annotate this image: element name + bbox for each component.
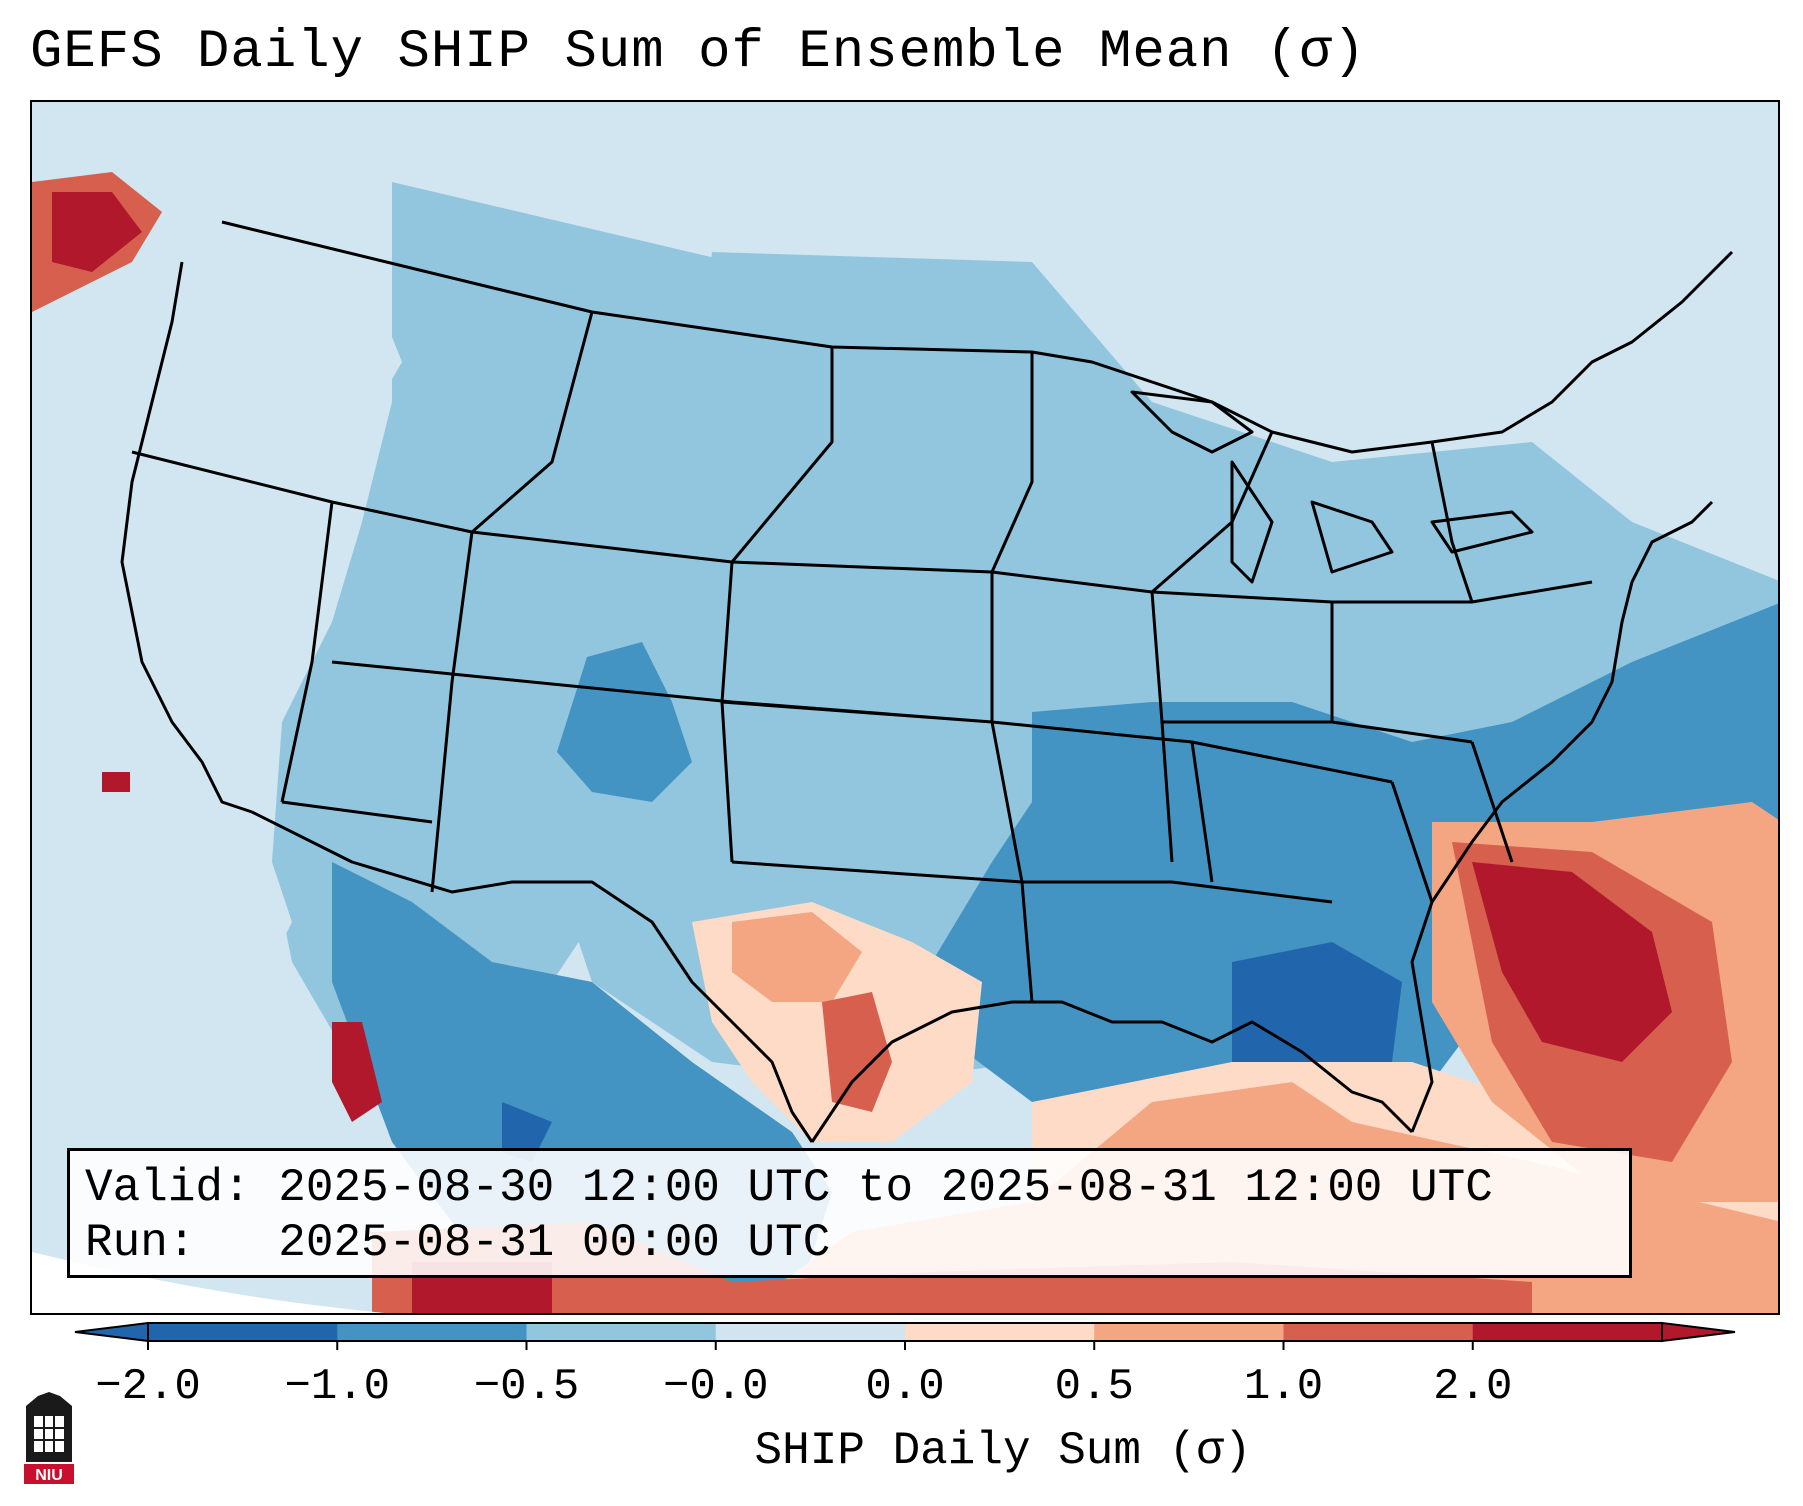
field-red-pacific-spot (102, 772, 130, 792)
field-blue-mexico-dark (502, 1102, 552, 1162)
outside-domain (32, 1252, 386, 1313)
colorbar-tick-label: −0.5 (473, 1362, 580, 1412)
colorbar-tick-label: −2.0 (95, 1362, 201, 1412)
colorbar-tick-label: 1.0 (1243, 1362, 1324, 1412)
field-red-baja (332, 1022, 382, 1122)
colorbar-tick-label: 0.0 (865, 1362, 945, 1412)
coastline-gulf (810, 1000, 1414, 1143)
colorbar-bin-2 (337, 1323, 527, 1341)
field-red-pacific (52, 192, 142, 272)
logo-banner (24, 1464, 74, 1484)
colorbar-extend-low (74, 1321, 149, 1343)
colorbar-tick-label: −0.0 (662, 1362, 769, 1412)
border-mexico-us (251, 810, 814, 1143)
colorbar-tick-label: 0.5 (1054, 1362, 1134, 1412)
colorbar (74, 1321, 1736, 1350)
colorbar-bin-6 (1094, 1323, 1284, 1341)
niu-logo: NIU (24, 1392, 74, 1484)
field-crimson-atlantic (1472, 862, 1672, 1062)
field-red-south (372, 1222, 1532, 1313)
valid-info-box: Valid: 2025-08-30 12:00 UTC to 2025-08-3… (67, 1148, 1632, 1278)
colorbar-bin-8 (1472, 1323, 1663, 1341)
valid-time-line: Valid: 2025-08-30 12:00 UTC to 2025-08-3… (85, 1162, 1493, 1214)
colorbar-label: SHIP Daily Sum (σ) (754, 1425, 1252, 1477)
colorbar-bin-5 (905, 1323, 1095, 1341)
colorbar-bin-4 (715, 1323, 906, 1341)
colorbar-bin-1 (148, 1323, 338, 1341)
colorbar-tick-label: 2.0 (1433, 1362, 1513, 1412)
colorbar-tick-label: −1.0 (284, 1362, 391, 1412)
field-light-blue-west (272, 182, 792, 1102)
coastline-east (1410, 500, 1714, 1133)
map-canvas (32, 102, 1778, 1313)
run-time-line: Run: 2025-08-31 00:00 UTC (85, 1217, 831, 1269)
logo-text: NIU (35, 1467, 63, 1484)
field-red-texas-coast (822, 992, 892, 1112)
logo-windows (34, 1416, 64, 1452)
great-lakes (1130, 390, 1534, 584)
boundaries (120, 220, 1734, 1143)
border-canada-us (221, 220, 1734, 454)
field-blue-colorado (557, 642, 692, 802)
coastline-west (120, 261, 253, 814)
colorbar-bin-7 (1283, 1323, 1474, 1341)
map-panel (30, 100, 1780, 1315)
field-salmon-texas (732, 912, 862, 1002)
colorbar-extend-high (1661, 1321, 1736, 1343)
chart-title: GEFS Daily SHIP Sum of Ensemble Mean (σ) (30, 22, 1367, 83)
colorbar-bin-3 (526, 1323, 717, 1341)
field-west-pale (92, 202, 402, 1002)
logo-grid (34, 1416, 64, 1452)
